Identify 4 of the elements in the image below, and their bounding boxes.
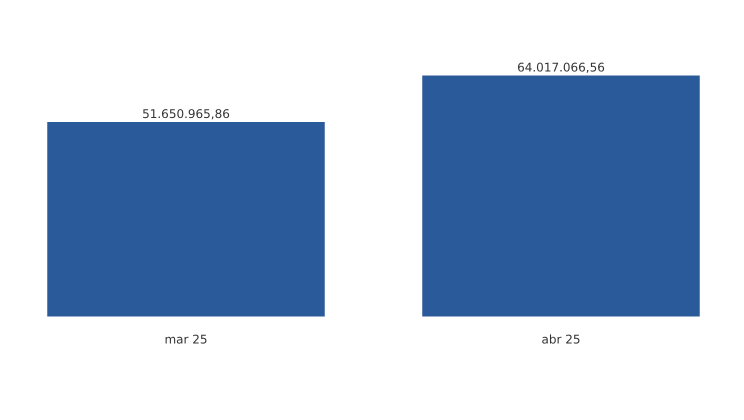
data-label: 64.017.066,56: [517, 60, 605, 74]
x-tick-label: mar 25: [164, 332, 208, 346]
data-label: 51.650.965,86: [142, 107, 230, 122]
x-tick-label: abr 25: [542, 332, 581, 346]
